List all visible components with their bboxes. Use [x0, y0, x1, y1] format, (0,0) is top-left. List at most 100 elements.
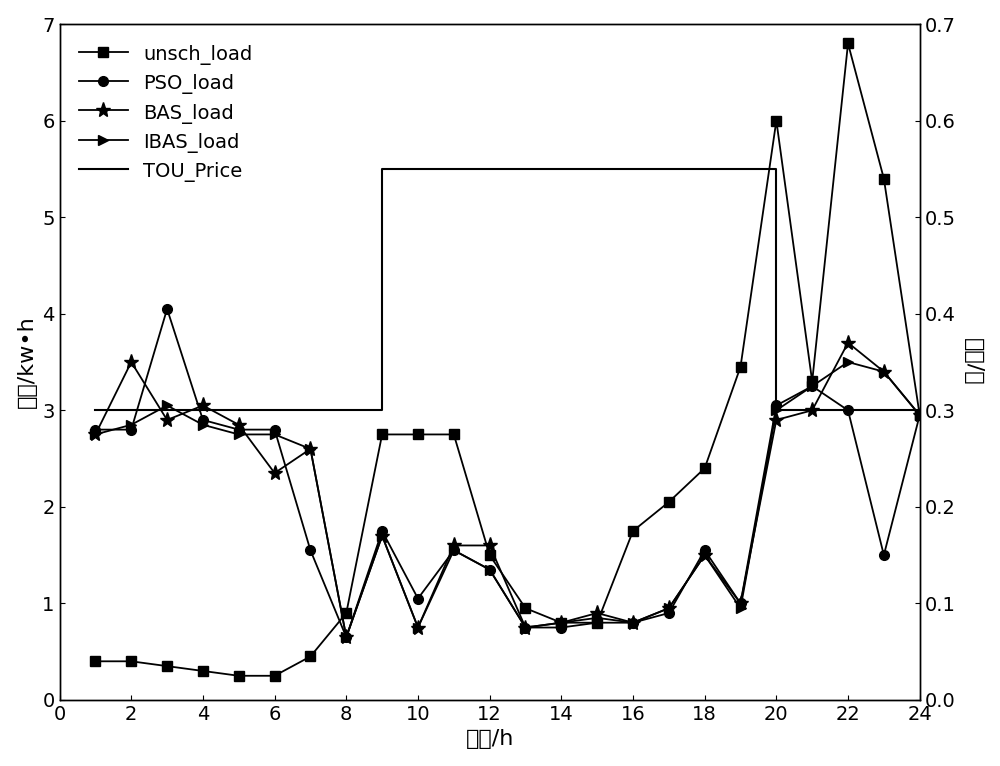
- TOU_Price: [914, 406, 926, 415]
- PSO_load: [89, 425, 101, 434]
- Y-axis label: 负荷/kw•h: 负荷/kw•h: [17, 316, 37, 408]
- IBAS_load: [125, 421, 137, 430]
- PSO_load: [555, 623, 567, 632]
- IBAS_load: [304, 444, 316, 453]
- BAS_load: [448, 541, 460, 550]
- IBAS_load: [269, 430, 281, 439]
- BAS_load: [842, 338, 854, 347]
- IBAS_load: [484, 565, 496, 574]
- IBAS_load: [806, 381, 818, 391]
- unsch_load: [591, 618, 603, 627]
- PSO_load: [233, 425, 245, 434]
- PSO_load: [304, 545, 316, 555]
- PSO_load: [197, 415, 209, 424]
- unsch_load: [555, 618, 567, 627]
- unsch_load: [89, 656, 101, 666]
- BAS_load: [806, 406, 818, 415]
- BAS_load: [914, 411, 926, 420]
- Line: unsch_load: unsch_load: [91, 38, 925, 681]
- PSO_load: [627, 618, 639, 627]
- BAS_load: [770, 415, 782, 424]
- BAS_load: [735, 599, 747, 608]
- BAS_load: [161, 415, 173, 424]
- unsch_load: [735, 362, 747, 372]
- IBAS_load: [627, 618, 639, 627]
- unsch_load: [448, 430, 460, 439]
- BAS_load: [125, 358, 137, 367]
- BAS_load: [269, 469, 281, 478]
- PSO_load: [269, 425, 281, 434]
- Line: TOU_Price: TOU_Price: [95, 169, 920, 411]
- BAS_load: [591, 608, 603, 617]
- unsch_load: [304, 652, 316, 661]
- PSO_load: [125, 425, 137, 434]
- IBAS_load: [89, 430, 101, 439]
- PSO_load: [735, 599, 747, 608]
- IBAS_load: [842, 358, 854, 367]
- TOU_Price: [376, 165, 388, 174]
- PSO_load: [448, 545, 460, 555]
- IBAS_load: [914, 411, 926, 420]
- IBAS_load: [699, 551, 711, 560]
- PSO_load: [519, 623, 531, 632]
- IBAS_load: [161, 401, 173, 410]
- PSO_load: [699, 545, 711, 555]
- BAS_load: [484, 541, 496, 550]
- unsch_load: [806, 377, 818, 386]
- PSO_load: [376, 526, 388, 535]
- BAS_load: [519, 623, 531, 632]
- PSO_load: [663, 608, 675, 617]
- PSO_load: [806, 381, 818, 391]
- IBAS_load: [233, 430, 245, 439]
- BAS_load: [699, 551, 711, 560]
- Line: BAS_load: BAS_load: [88, 335, 927, 645]
- IBAS_load: [448, 545, 460, 555]
- unsch_load: [627, 526, 639, 535]
- PSO_load: [340, 633, 352, 642]
- unsch_load: [914, 411, 926, 420]
- TOU_Price: [770, 165, 782, 174]
- TOU_Price: [89, 406, 101, 415]
- unsch_load: [699, 463, 711, 473]
- unsch_load: [125, 656, 137, 666]
- BAS_load: [233, 421, 245, 430]
- IBAS_load: [663, 604, 675, 613]
- TOU_Price: [376, 406, 388, 415]
- unsch_load: [770, 116, 782, 126]
- IBAS_load: [340, 633, 352, 642]
- IBAS_load: [735, 604, 747, 613]
- PSO_load: [770, 401, 782, 410]
- BAS_load: [878, 367, 890, 376]
- unsch_load: [663, 497, 675, 506]
- BAS_load: [663, 604, 675, 613]
- BAS_load: [197, 401, 209, 410]
- PSO_load: [914, 411, 926, 420]
- unsch_load: [412, 430, 424, 439]
- unsch_load: [340, 608, 352, 617]
- BAS_load: [555, 618, 567, 627]
- Legend: unsch_load, PSO_load, BAS_load, IBAS_load, TOU_Price: unsch_load, PSO_load, BAS_load, IBAS_loa…: [69, 34, 262, 192]
- BAS_load: [89, 430, 101, 439]
- IBAS_load: [412, 623, 424, 632]
- unsch_load: [842, 39, 854, 48]
- unsch_load: [197, 666, 209, 676]
- unsch_load: [878, 174, 890, 183]
- IBAS_load: [591, 614, 603, 623]
- IBAS_load: [770, 406, 782, 415]
- BAS_load: [627, 618, 639, 627]
- IBAS_load: [878, 367, 890, 376]
- BAS_load: [412, 623, 424, 632]
- PSO_load: [412, 594, 424, 603]
- BAS_load: [304, 444, 316, 453]
- BAS_load: [340, 633, 352, 642]
- unsch_load: [161, 662, 173, 671]
- Line: IBAS_load: IBAS_load: [91, 357, 925, 642]
- unsch_load: [233, 671, 245, 680]
- unsch_load: [376, 430, 388, 439]
- PSO_load: [842, 406, 854, 415]
- PSO_load: [484, 565, 496, 574]
- IBAS_load: [376, 531, 388, 540]
- X-axis label: 时刻/h: 时刻/h: [465, 729, 514, 749]
- BAS_load: [376, 531, 388, 540]
- IBAS_load: [197, 421, 209, 430]
